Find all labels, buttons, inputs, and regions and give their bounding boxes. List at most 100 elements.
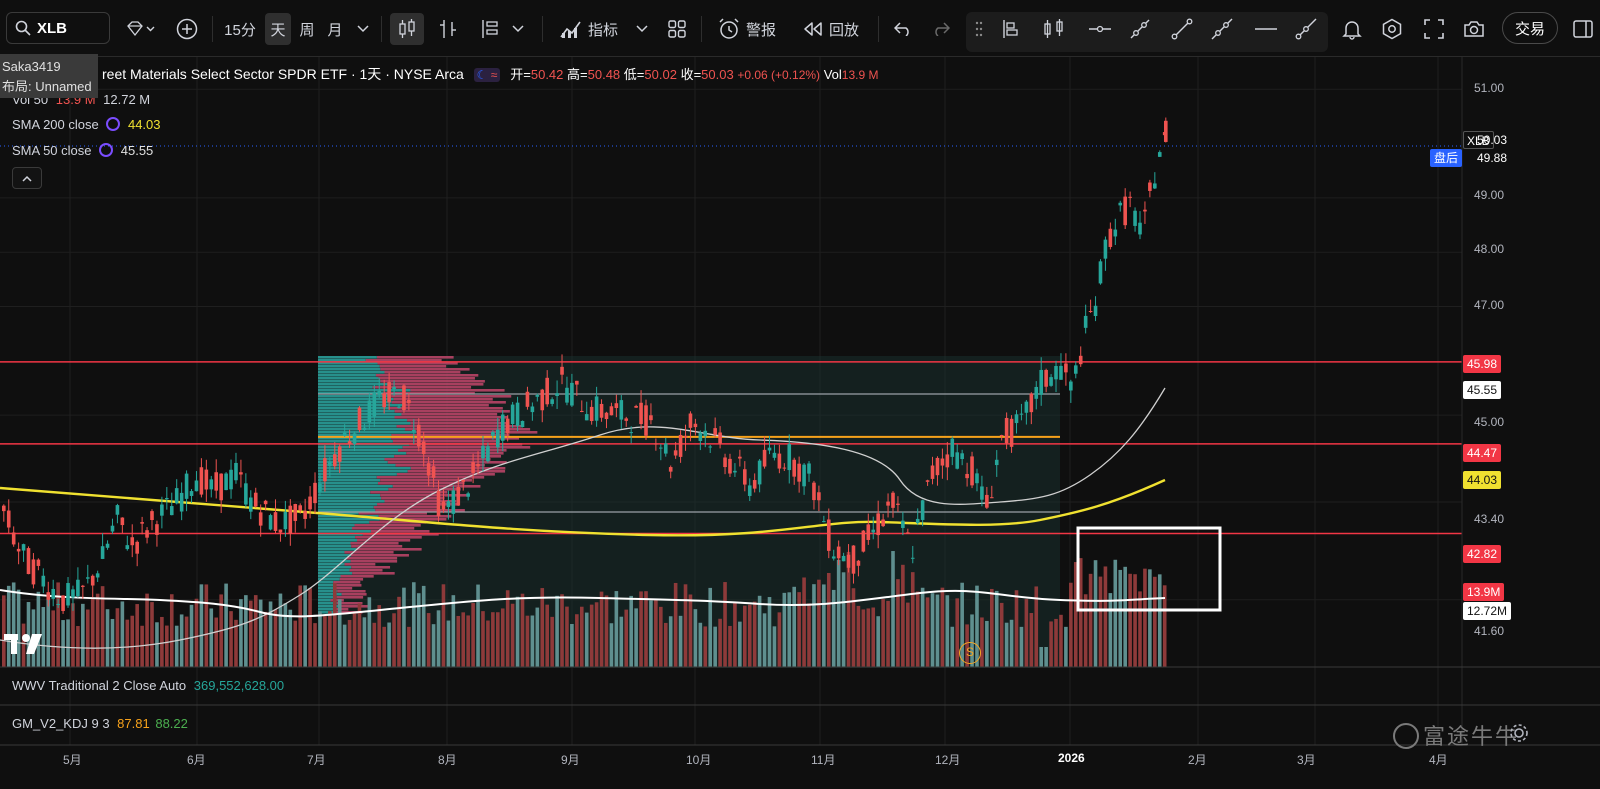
volume-bar xyxy=(46,594,51,667)
profile-bar-up xyxy=(318,584,336,587)
candle-body xyxy=(762,449,767,467)
indicators-dropdown[interactable] xyxy=(632,13,652,45)
wwv-legend[interactable]: WWV Traditional 2 Close Auto 369,552,628… xyxy=(12,678,284,693)
settings-button[interactable] xyxy=(1378,13,1406,45)
gear-icon[interactable] xyxy=(1508,722,1530,744)
redo-button[interactable] xyxy=(928,13,954,45)
volume-bar xyxy=(935,594,940,667)
alert-button[interactable]: 警报 xyxy=(712,13,782,45)
volume-bar xyxy=(1064,626,1068,667)
profile-bar-up xyxy=(318,491,371,494)
undo-button[interactable] xyxy=(890,13,916,45)
panel-toggle-button[interactable] xyxy=(1568,13,1598,45)
symbol-price-tag: XLB xyxy=(1463,131,1494,149)
candle-body xyxy=(229,469,233,490)
candle-type-button[interactable] xyxy=(390,13,424,45)
gem-dropdown-button[interactable] xyxy=(116,13,164,45)
candle-body xyxy=(550,399,554,404)
volume-bar xyxy=(545,604,549,667)
sma200-legend[interactable]: SMA 200 close 44.03 xyxy=(12,117,161,132)
long-position-tool[interactable] xyxy=(996,13,1024,45)
candlesticks xyxy=(2,117,1168,614)
profile-bar-up xyxy=(318,578,340,581)
candle-body xyxy=(372,392,377,417)
volume-bar xyxy=(831,589,836,667)
profile-bar-up xyxy=(318,407,390,410)
sma50-legend[interactable]: SMA 50 close 45.55 xyxy=(12,143,153,158)
volume-bar xyxy=(846,551,851,667)
volume-bar xyxy=(609,623,614,667)
profile-bar-down xyxy=(384,371,461,374)
interval-week-button[interactable]: 周 xyxy=(299,21,315,39)
candle-body xyxy=(654,443,658,445)
candle-body xyxy=(915,518,920,524)
kdj-k-value: 87.81 xyxy=(117,716,150,731)
fullscreen-button[interactable] xyxy=(1420,13,1448,45)
kdj-legend[interactable]: GM_V2_KDJ 9 3 87.81 88.22 xyxy=(12,716,188,731)
trend-line-tool[interactable] xyxy=(1168,13,1196,45)
candle-body xyxy=(1113,229,1118,237)
chevron-up-icon xyxy=(22,175,32,182)
interval-month-button[interactable]: 月 xyxy=(327,21,343,39)
tooltip-user-text: Saka3419 xyxy=(2,59,61,74)
drag-handle[interactable] xyxy=(970,13,988,45)
candle-body xyxy=(535,395,540,397)
volume-bar xyxy=(456,615,461,667)
sma50-value: 45.55 xyxy=(120,143,154,158)
interval-15m-button[interactable]: 15分 xyxy=(224,21,256,39)
ray-tool[interactable] xyxy=(1292,13,1320,45)
horizontal-line-tool[interactable] xyxy=(1252,13,1280,45)
candle-body xyxy=(328,461,332,467)
candle-body xyxy=(802,464,806,487)
horizontal-ray-tool[interactable] xyxy=(1086,13,1114,45)
split-event-badge[interactable]: S xyxy=(959,642,981,664)
trade-button[interactable]: 交易 xyxy=(1502,12,1558,44)
chart-style-button[interactable] xyxy=(474,13,506,45)
profile-bar-up xyxy=(318,377,379,380)
screenshot-button[interactable] xyxy=(1460,13,1488,45)
profile-bar-down xyxy=(395,464,485,467)
volume-bar xyxy=(915,591,920,667)
notifications-button[interactable] xyxy=(1338,13,1366,45)
last-candle-body[interactable] xyxy=(1164,120,1168,142)
profile-bar-down xyxy=(370,491,448,494)
interval-dropdown-button[interactable] xyxy=(352,13,374,45)
extended-line-tool[interactable] xyxy=(1208,13,1236,45)
interval-day-button[interactable]: 天 xyxy=(265,13,291,45)
list-bars-icon xyxy=(482,20,498,38)
profile-bar-down xyxy=(377,482,465,485)
templates-button[interactable] xyxy=(664,13,690,45)
indicators-button[interactable]: 指标 xyxy=(555,13,623,45)
collapse-legend-button[interactable] xyxy=(12,167,42,189)
volume-bar xyxy=(520,593,525,667)
candle-drawing-tool[interactable] xyxy=(1040,13,1068,45)
volume-bar xyxy=(76,626,80,667)
volume-bar xyxy=(891,551,895,667)
chart-style-dropdown[interactable] xyxy=(508,13,528,45)
trend-channel-tool[interactable] xyxy=(1126,13,1154,45)
candle-body xyxy=(402,385,406,411)
candle-body xyxy=(831,556,836,559)
add-symbol-button[interactable] xyxy=(173,13,201,45)
tradingview-logo xyxy=(4,634,42,654)
volume-bar xyxy=(644,591,648,667)
candle-body xyxy=(219,473,223,501)
symbol-search-box[interactable]: XLB xyxy=(6,12,110,44)
volume-bar xyxy=(466,615,470,667)
bar-type-button[interactable] xyxy=(432,13,464,45)
profile-bar-down xyxy=(350,542,399,545)
volume-bar xyxy=(743,605,747,667)
candle-body xyxy=(204,469,209,490)
candle-body xyxy=(6,510,11,528)
candle-body xyxy=(807,463,811,474)
volume-bar xyxy=(718,618,722,667)
candle-body xyxy=(150,511,154,521)
profile-bar-up xyxy=(318,380,381,383)
undo-icon xyxy=(894,22,909,36)
volume-bar xyxy=(589,604,594,667)
candle-body xyxy=(1133,210,1137,226)
price-chart[interactable] xyxy=(0,57,1600,789)
volume-ma-line xyxy=(0,589,1166,618)
replay-button[interactable]: 回放 xyxy=(798,13,864,45)
volume-bar xyxy=(767,597,772,667)
